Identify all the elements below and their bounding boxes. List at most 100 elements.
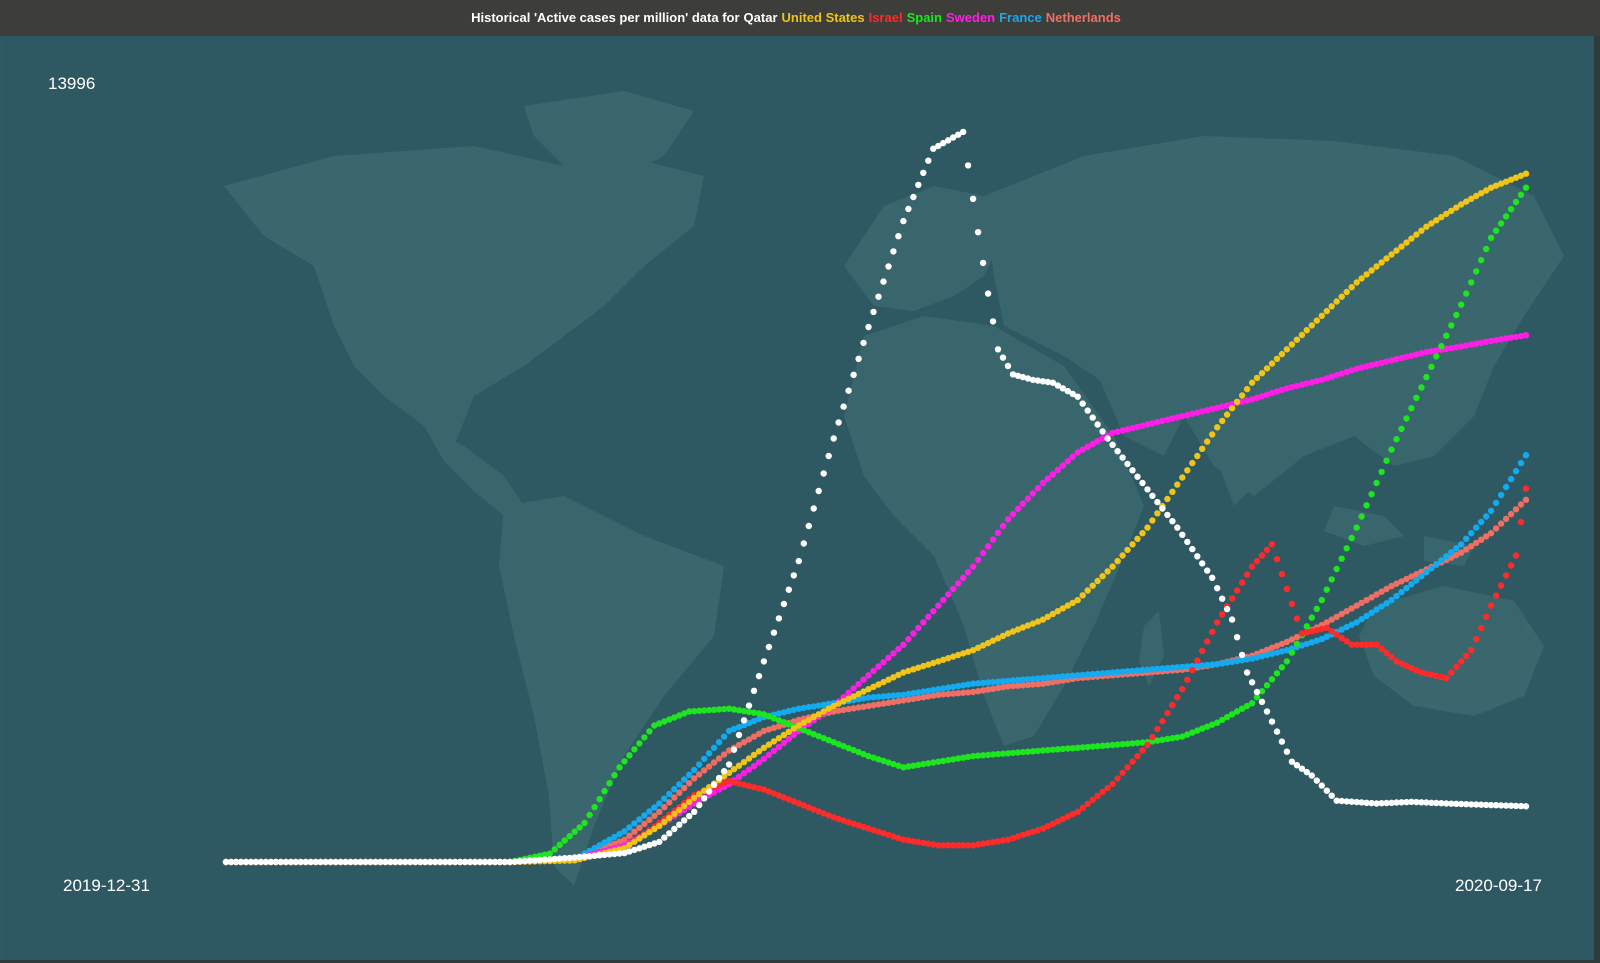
point-spain	[810, 731, 817, 738]
point-spain	[840, 743, 847, 750]
point-qatar	[755, 672, 763, 680]
point-qatar	[287, 858, 294, 866]
point-israel	[735, 780, 743, 787]
point-united-states	[1024, 622, 1032, 629]
point-sweden	[1333, 372, 1340, 379]
point-spain	[1418, 384, 1425, 391]
point-qatar	[1358, 799, 1365, 806]
point-france	[785, 707, 792, 715]
plot-area[interactable]: 13996 2019-12-31 2020-09-17	[4, 36, 1594, 960]
point-spain	[1423, 373, 1430, 381]
point-france	[1383, 600, 1390, 607]
point-sweden	[855, 680, 862, 688]
point-israel	[1214, 619, 1221, 626]
point-france	[930, 686, 937, 694]
point-qatar	[661, 834, 668, 841]
point-france	[825, 700, 832, 708]
point-spain	[1388, 446, 1395, 453]
point-united-states	[1418, 227, 1425, 234]
point-sweden	[955, 580, 962, 587]
point-spain	[1273, 670, 1281, 677]
point-israel	[1353, 641, 1360, 648]
point-netherlands	[616, 838, 623, 845]
point-france	[820, 701, 827, 708]
point-france	[1428, 565, 1435, 572]
point-spain	[606, 780, 613, 787]
point-netherlands	[1408, 573, 1415, 580]
point-spain	[1443, 332, 1450, 339]
point-sweden	[1318, 376, 1326, 384]
point-netherlands	[790, 718, 797, 725]
point-spain	[1024, 748, 1032, 755]
point-israel	[1283, 585, 1291, 593]
point-united-states	[656, 822, 663, 829]
point-israel	[1363, 641, 1370, 648]
legend-entry-sweden: Sweden	[945, 10, 996, 25]
point-united-states	[1453, 204, 1460, 211]
point-qatar	[964, 162, 972, 169]
point-netherlands	[1258, 648, 1266, 655]
point-netherlands	[1328, 616, 1335, 623]
point-france	[1413, 577, 1420, 584]
point-united-states	[1009, 628, 1017, 635]
point-qatar	[715, 774, 723, 782]
point-netherlands	[875, 701, 882, 708]
point-united-states	[1283, 346, 1291, 353]
point-israel	[790, 798, 797, 805]
point-qatar	[1343, 798, 1350, 805]
point-sweden	[1044, 475, 1052, 482]
point-spain	[1159, 736, 1166, 743]
point-spain	[935, 758, 942, 765]
point-united-states	[1443, 210, 1450, 218]
point-sweden	[1278, 386, 1286, 394]
point-france	[880, 693, 887, 700]
point-spain	[845, 745, 852, 752]
point-israel	[1428, 671, 1435, 678]
point-qatar	[272, 858, 279, 866]
point-spain	[1453, 311, 1460, 319]
point-qatar	[586, 853, 593, 860]
point-united-states	[1228, 405, 1236, 412]
point-netherlands	[1293, 633, 1301, 641]
point-united-states	[935, 658, 942, 665]
point-netherlands	[1368, 594, 1375, 601]
point-qatar	[526, 857, 533, 864]
point-qatar	[686, 812, 693, 820]
point-france	[1009, 677, 1017, 684]
point-qatar	[1069, 390, 1076, 398]
point-qatar	[531, 857, 538, 864]
point-spain	[1308, 614, 1316, 621]
point-netherlands	[710, 759, 718, 766]
point-qatar	[1029, 376, 1037, 384]
point-spain	[581, 819, 588, 827]
point-netherlands	[765, 726, 773, 733]
point-sweden	[1398, 354, 1405, 362]
point-united-states	[1114, 557, 1121, 565]
point-israel	[925, 840, 932, 847]
point-qatar	[1338, 797, 1345, 805]
point-netherlands	[740, 739, 748, 746]
point-spain	[1512, 198, 1520, 206]
point-netherlands	[1403, 575, 1410, 583]
point-netherlands	[1009, 682, 1017, 690]
point-netherlands	[860, 703, 867, 710]
point-qatar	[974, 229, 982, 236]
point-qatar	[935, 142, 942, 150]
point-sweden	[1502, 335, 1510, 342]
point-france	[1512, 467, 1520, 475]
point-france	[890, 692, 897, 699]
point-netherlands	[676, 789, 683, 796]
point-spain	[596, 795, 603, 803]
point-qatar	[1209, 574, 1216, 581]
point-qatar	[1492, 802, 1500, 809]
point-united-states	[1348, 284, 1355, 291]
point-israel	[974, 841, 982, 848]
point-qatar	[382, 858, 389, 866]
point-spain	[1139, 739, 1146, 746]
point-qatar	[402, 858, 409, 866]
point-sweden	[1408, 352, 1415, 359]
point-netherlands	[715, 755, 723, 762]
point-qatar	[815, 487, 822, 495]
point-sweden	[984, 543, 992, 550]
point-france	[1408, 580, 1415, 588]
